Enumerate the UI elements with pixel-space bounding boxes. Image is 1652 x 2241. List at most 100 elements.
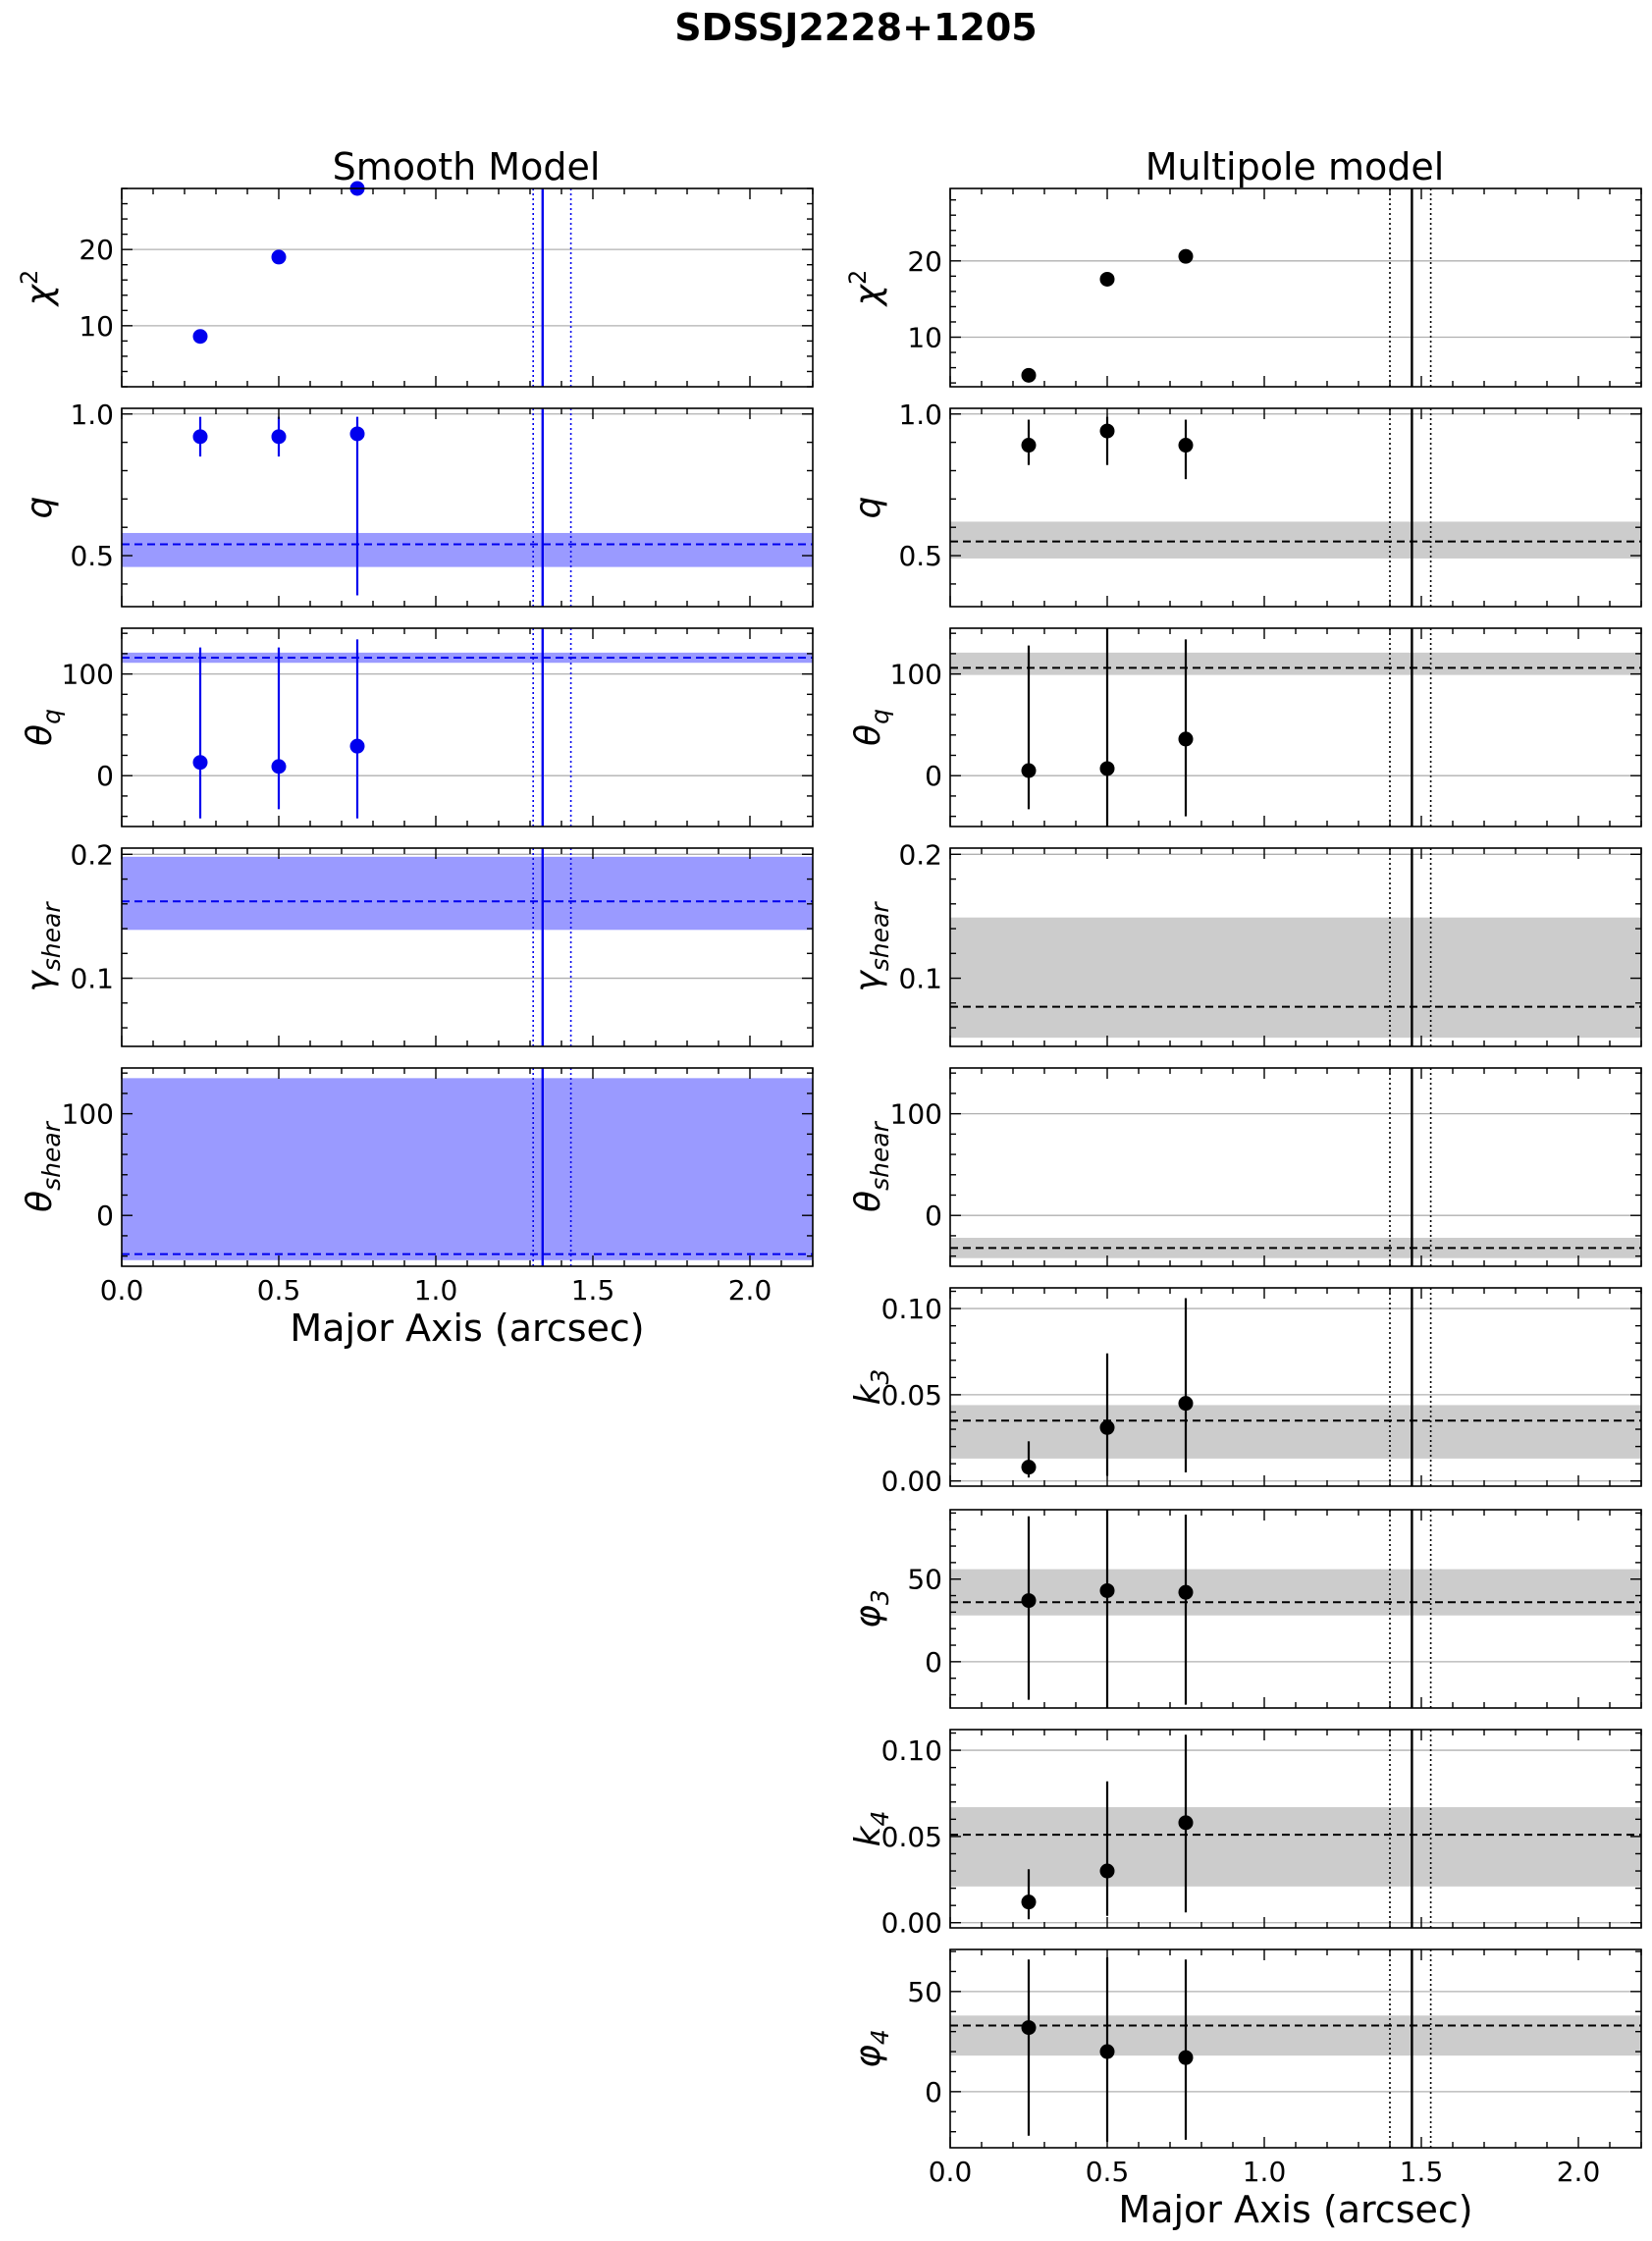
- multipole-phi3-ylabel-main: φ: [848, 1605, 888, 1628]
- multipole-q-ylabel: q: [848, 497, 888, 519]
- smooth-theta-q-point-0: [192, 755, 208, 771]
- multipole-gamma-shear-plot-area: [950, 848, 1641, 1046]
- multipole-k4-ytick-label-2: 0.10: [881, 1734, 942, 1767]
- multipole-phi4-point-0: [1021, 2020, 1037, 2036]
- smooth-gamma-shear-ytick-label-0: 0.1: [70, 963, 114, 995]
- multipole-phi4-ylabel-sub: 4: [866, 2029, 894, 2045]
- smooth-chi2-point-0: [192, 329, 208, 345]
- smooth-theta-shear-plot-area: [122, 1068, 813, 1266]
- multipole-phi3-ylabel: φ3: [848, 1589, 894, 1628]
- multipole-theta-q-ytick-label-1: 100: [890, 659, 942, 691]
- multipole-chi2-ylabel-main: χ: [848, 283, 888, 307]
- multipole-phi4-xlabel: Major Axis (arcsec): [1118, 2188, 1472, 2231]
- multipole-k3-ytick-label-2: 0.10: [881, 1293, 942, 1325]
- smooth-theta-shear-ylabel-main: θ: [20, 1191, 60, 1212]
- smooth-q-ylabel-main: q: [20, 497, 60, 519]
- smooth-q-plot-area: [122, 408, 813, 607]
- multipole-phi3-plot-area: [950, 1510, 1641, 1708]
- smooth-theta-shear-xtick-label-3: 1.5: [571, 1274, 615, 1307]
- smooth-chi2-ylabel: χ2: [16, 270, 60, 308]
- smooth-gamma-shear-ylabel: γshear: [20, 901, 66, 992]
- multipole-phi3-band: [950, 1569, 1641, 1616]
- multipole-theta-shear-ylabel-sub: shear: [866, 1120, 894, 1191]
- smooth-theta-shear-ylabel: θshear: [20, 1120, 66, 1212]
- multipole-k4-plot-area: [950, 1730, 1641, 1928]
- smooth-q-ytick-label-1: 1.0: [70, 399, 114, 431]
- multipole-chi2-ytick-label-1: 20: [907, 245, 942, 278]
- multipole-chi2-ylabel: χ2: [844, 270, 888, 308]
- multipole-q-plot-area: [950, 408, 1641, 607]
- figure-title: SDSSJ2228+1205: [674, 6, 1037, 49]
- multipole-theta-q-ytick-label-0: 0: [925, 760, 942, 792]
- smooth-theta-q-ytick-label-0: 0: [96, 760, 114, 792]
- multipole-k3-ylabel-main: k: [848, 1382, 888, 1405]
- multipole-k4-point-2: [1178, 1815, 1194, 1831]
- smooth-gamma-shear-band: [122, 856, 813, 931]
- multipole-k3-ytick-label-1: 0.05: [881, 1379, 942, 1412]
- multipole-chi2-point-2: [1178, 248, 1194, 264]
- smooth-chi2-point-1: [271, 249, 287, 265]
- smooth-theta-q-ylabel-main: θ: [20, 724, 60, 746]
- multipole-theta-shear-ylabel: θshear: [848, 1120, 894, 1212]
- multipole-chi2-ylabel-sup: 2: [844, 270, 872, 285]
- smooth-theta-shear-ytick-label-1: 100: [62, 1098, 114, 1131]
- smooth-column-title: Smooth Model: [333, 145, 601, 188]
- multipole-phi4-ylabel-main: φ: [848, 2045, 888, 2068]
- smooth-theta-shear-ylabel-sub: shear: [37, 1120, 66, 1191]
- multipole-q-point-2: [1178, 438, 1194, 454]
- multipole-chi2-point-1: [1099, 271, 1115, 287]
- multipole-phi3-ylabel-sub: 3: [866, 1589, 894, 1605]
- smooth-chi2-panel: 10 20 χ2: [16, 181, 814, 388]
- multipole-theta-shear-ylabel-main: θ: [848, 1191, 888, 1212]
- smooth-chi2-ytick-label-0: 10: [79, 310, 114, 343]
- smooth-gamma-shear-ylabel-main: γ: [20, 970, 60, 992]
- multipole-theta-q-point-1: [1099, 761, 1115, 776]
- multipole-phi4-xtick-label-3: 1.5: [1400, 2156, 1444, 2188]
- smooth-theta-q-plot-area: [122, 628, 813, 827]
- multipole-phi3-ytick-label-0: 0: [925, 1646, 942, 1679]
- multipole-k3-ylabel: k3: [848, 1369, 894, 1406]
- smooth-q-point-1: [271, 429, 287, 445]
- multipole-gamma-shear-ylabel-main: γ: [848, 970, 888, 992]
- multipole-k3-panel: 0.00 0.05 0.10 k3: [848, 1287, 1642, 1498]
- smooth-theta-shear-xtick-label-1: 0.5: [257, 1274, 301, 1307]
- smooth-theta-q-panel: 0 100 θq: [20, 627, 814, 827]
- multipole-theta-q-point-2: [1178, 731, 1194, 747]
- multipole-phi4-panel: 0 50 φ4 0.0 0.5 1.0 1.5 2.0 Major Axis (arcsec): [848, 1948, 1642, 2231]
- multipole-phi4-xtick-label-0: 0.0: [929, 2156, 973, 2188]
- smooth-q-ytick-label-0: 0.5: [70, 540, 114, 572]
- smooth-theta-shear-xlabel: Major Axis (arcsec): [290, 1307, 644, 1350]
- multipole-k4-ytick-label-0: 0.00: [881, 1907, 942, 1940]
- multipole-k3-band: [950, 1405, 1641, 1459]
- multipole-q-point-1: [1099, 423, 1115, 439]
- smooth-chi2-ylabel-main: χ: [20, 283, 60, 307]
- panels: 1020χ20.51.0q0100θq0.10.2γshear0100θshea…: [16, 181, 1642, 2231]
- multipole-phi4-xtick-label-1: 0.5: [1086, 2156, 1130, 2188]
- multipole-theta-shear-ytick-label-1: 100: [890, 1098, 942, 1131]
- multipole-column-title: Multipole model: [1146, 145, 1445, 188]
- multipole-theta-q-ylabel: θq: [848, 709, 894, 746]
- smooth-theta-q-point-1: [271, 759, 287, 774]
- multipole-phi3-ytick-label-1: 50: [907, 1564, 942, 1596]
- multipole-theta-q-ylabel-main: θ: [848, 724, 888, 746]
- multipole-theta-q-ylabel-sub: q: [866, 709, 894, 724]
- multipole-gamma-shear-ylabel: γshear: [848, 901, 894, 992]
- multipole-k4-ylabel-main: k: [848, 1824, 888, 1846]
- smooth-gamma-shear-ytick-label-1: 0.2: [70, 838, 114, 871]
- smooth-chi2-ylabel-sup: 2: [16, 270, 43, 285]
- multipole-q-band: [950, 521, 1641, 559]
- multipole-k3-point-2: [1178, 1396, 1194, 1412]
- multipole-k3-ytick-label-0: 0.00: [881, 1466, 942, 1498]
- smooth-q-band: [122, 532, 813, 567]
- smooth-theta-q-ytick-label-1: 100: [62, 659, 114, 691]
- smooth-q-panel: 0.5 1.0 q: [20, 399, 814, 608]
- smooth-theta-shear-ytick-label-0: 0: [96, 1200, 114, 1232]
- multipole-theta-shear-plot-area: [950, 1068, 1641, 1266]
- smooth-gamma-shear-plot-area: [122, 848, 813, 1046]
- multipole-q-ytick-label-0: 0.5: [898, 540, 942, 572]
- multipole-phi4-ytick-label-1: 50: [907, 1976, 942, 2008]
- multipole-k3-ylabel-sub: 3: [866, 1369, 894, 1385]
